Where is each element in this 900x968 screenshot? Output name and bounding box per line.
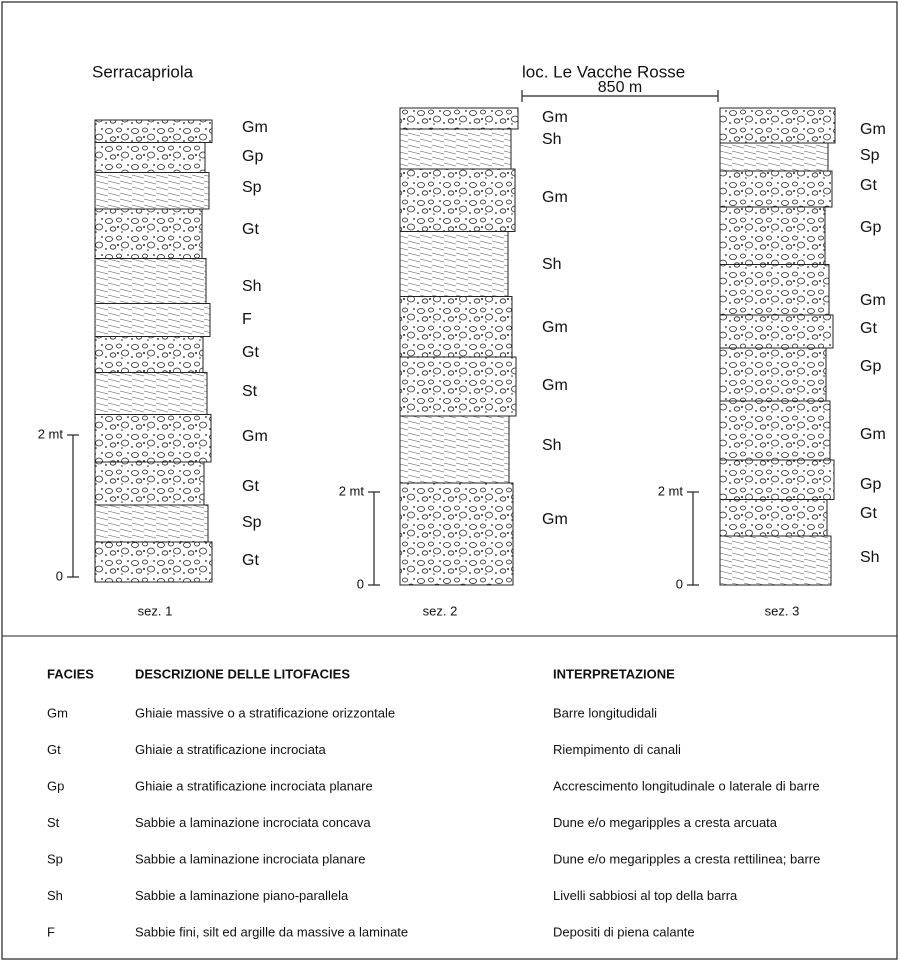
facies-label: Gm	[542, 109, 568, 126]
table-cell: Sabbie a laminazione piano-parallela	[135, 888, 349, 903]
section-name: sez. 1	[138, 603, 173, 618]
facies-label: Gm	[542, 511, 568, 528]
bed	[720, 401, 830, 460]
bed	[720, 460, 834, 500]
facies-label: Gm	[242, 119, 268, 136]
table-header: INTERPRETAZIONE	[553, 666, 675, 681]
bed	[95, 462, 204, 505]
bed	[400, 297, 512, 358]
bed	[720, 171, 832, 207]
facies-label: Sh	[860, 549, 880, 566]
section-name: sez. 2	[423, 603, 458, 618]
facies-label: Gm	[860, 426, 886, 443]
bed	[95, 209, 202, 259]
bed	[720, 207, 825, 265]
section-name: sez. 3	[765, 603, 800, 618]
facies-label: Gt	[242, 344, 259, 361]
table-cell: Ghiaie a stratificazione incrociata plan…	[135, 778, 373, 793]
table-cell: Dune e/o megaripples a cresta rettilinea…	[553, 851, 820, 866]
bed	[95, 120, 212, 143]
bed	[95, 415, 211, 463]
facies-label: Gp	[860, 476, 881, 493]
bed	[95, 173, 209, 210]
facies-label: Sh	[542, 437, 562, 454]
bed	[720, 348, 826, 401]
table-cell: Riempimento di canali	[553, 742, 681, 757]
bed	[720, 315, 833, 348]
facies-label: Gt	[242, 478, 259, 495]
bed	[400, 108, 518, 129]
table-header: DESCRIZIONE DELLE LITOFACIES	[135, 666, 350, 681]
table-cell: Ghiaie massive o a stratificazione orizz…	[135, 705, 395, 720]
bed	[400, 129, 511, 169]
facies-label: Gt	[242, 221, 259, 238]
table-cell: Gm	[47, 705, 68, 720]
facies-label: Gp	[860, 358, 881, 375]
table-header: FACIES	[47, 666, 94, 681]
bed	[720, 265, 829, 316]
facies-label: Gp	[242, 148, 263, 165]
facies-label: Sp	[860, 147, 880, 164]
table-cell: Sabbie a laminazione incrociata planare	[135, 851, 366, 866]
facies-label: Gt	[860, 505, 877, 522]
facies-label: Gt	[242, 552, 259, 569]
bed	[720, 143, 828, 171]
facies-label: Gm	[860, 292, 886, 309]
table-cell: Gp	[47, 778, 64, 793]
facies-label: Gm	[542, 319, 568, 336]
table-cell: Depositi di piena calante	[553, 924, 695, 939]
facies-label: Gt	[860, 320, 877, 337]
bed	[720, 536, 831, 585]
table-cell: St	[47, 815, 60, 830]
facies-label: Gm	[242, 428, 268, 445]
table-cell: Accrescimento longitudinale o laterale d…	[553, 778, 820, 793]
facies-label: Gm	[542, 377, 568, 394]
bed	[400, 357, 516, 416]
table-cell: Ghiaie a stratificazione incrociata	[135, 742, 327, 757]
bed	[720, 500, 827, 537]
bed	[400, 416, 509, 483]
bed	[400, 483, 513, 585]
scale-label: 0	[676, 576, 683, 591]
facies-label: Sh	[542, 256, 562, 273]
scale-label: 0	[357, 576, 364, 591]
table-cell: Dune e/o megaripples a cresta arcuata	[553, 815, 778, 830]
bed	[95, 373, 207, 415]
facies-label: Gm	[860, 121, 886, 138]
bed	[400, 232, 508, 297]
table-cell: Sp	[47, 851, 63, 866]
facies-label: Gm	[542, 189, 568, 206]
bed	[95, 505, 208, 542]
scale-label: 0	[56, 568, 63, 583]
bed	[400, 169, 515, 232]
table-cell: Barre longitudidali	[553, 705, 657, 720]
bed	[95, 337, 203, 373]
bed	[95, 542, 212, 582]
facies-label: Sp	[242, 514, 262, 531]
distance-label: 850 m	[598, 79, 642, 96]
figure: Serracapriola loc. Le Vacche Rosse 850 m…	[0, 0, 900, 963]
table-cell: F	[47, 924, 55, 939]
scale-label: 2 mt	[339, 483, 365, 498]
table-cell: Sabbie a laminazione incrociata concava	[135, 815, 371, 830]
bed	[720, 108, 835, 143]
table-cell: Livelli sabbiosi al top della barra	[553, 888, 738, 903]
table-cell: Gt	[47, 742, 61, 757]
facies-label: St	[242, 383, 258, 400]
scale-label: 2 mt	[658, 483, 684, 498]
bed	[95, 259, 206, 304]
bed	[95, 143, 205, 173]
facies-label: Gt	[860, 177, 877, 194]
bed	[95, 304, 210, 337]
facies-label: Sh	[242, 278, 262, 295]
site-title: Serracapriola	[92, 62, 194, 81]
table-cell: Sh	[47, 888, 63, 903]
facies-label: F	[242, 311, 252, 328]
scale-label: 2 mt	[38, 426, 64, 441]
table-cell: Sabbie fini, silt ed argille da massive …	[135, 924, 408, 939]
facies-label: Gp	[860, 219, 881, 236]
facies-label: Sh	[542, 131, 562, 148]
facies-label: Sp	[242, 179, 262, 196]
